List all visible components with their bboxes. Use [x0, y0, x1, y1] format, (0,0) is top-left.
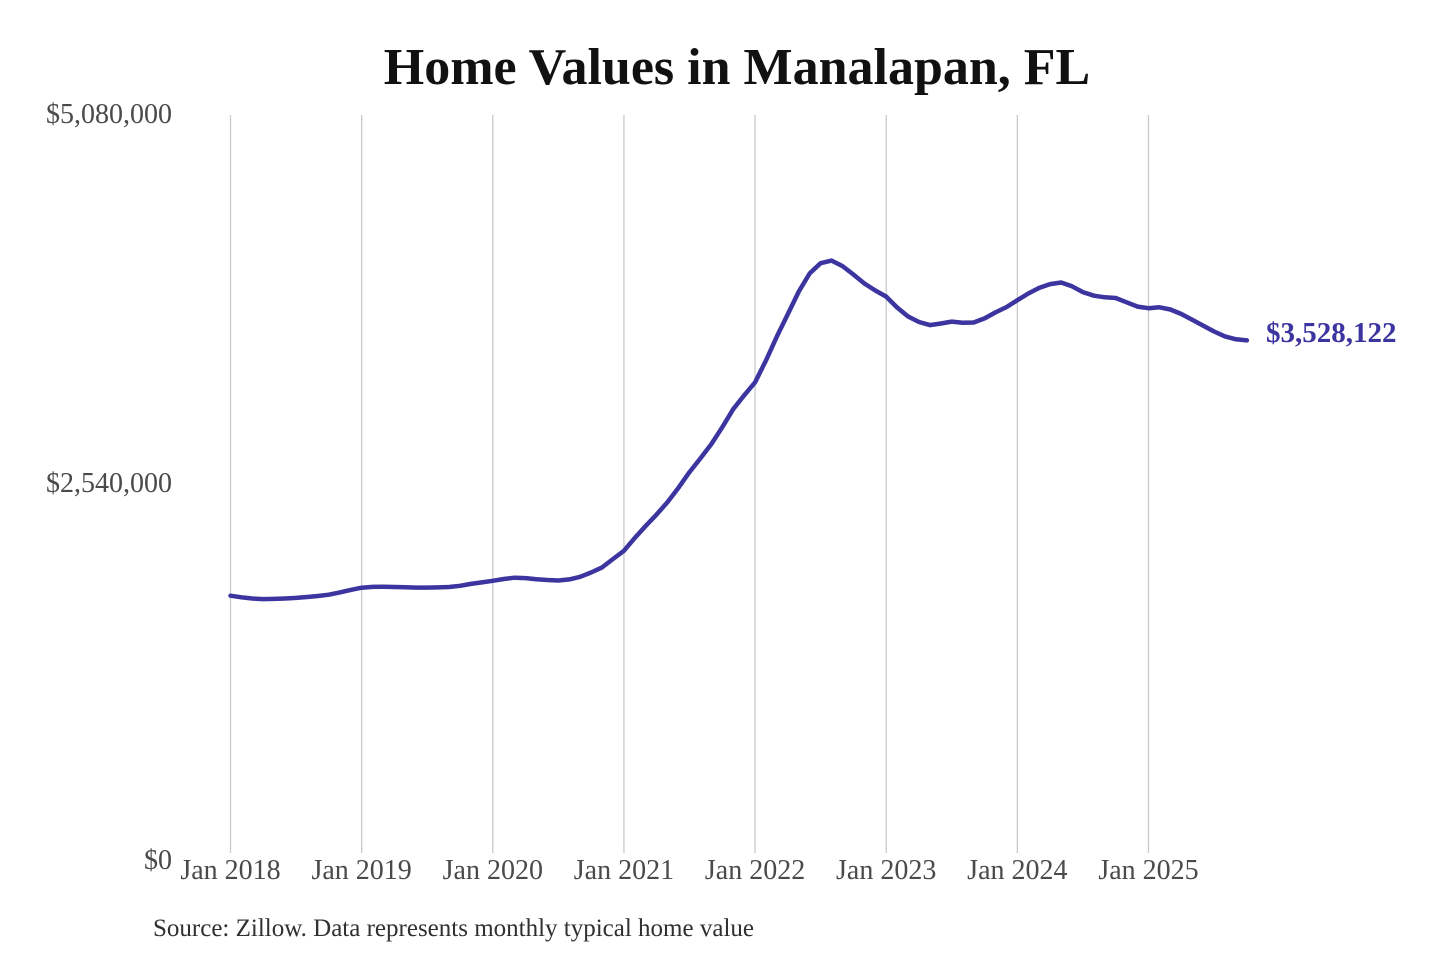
x-axis-label-jan-2025: Jan 2025	[1098, 855, 1199, 886]
x-axis-label-jan-2022: Jan 2022	[704, 855, 806, 886]
x-axis-label-jan-2019: Jan 2019	[311, 855, 412, 886]
source-note: Source: Zillow. Data represents monthly …	[153, 915, 754, 942]
x-axis-label-jan-2021: Jan 2021	[573, 855, 675, 886]
y-axis-label-5080000: $5,080,000	[46, 99, 172, 130]
y-axis-label-0: $0	[144, 845, 172, 876]
home-value-line	[228, 258, 1250, 602]
y-axis-label-2540000: $2,540,000	[46, 468, 172, 499]
x-axis-label-jan-2018: Jan 2018	[180, 855, 281, 886]
x-axis-label-jan-2020: Jan 2020	[442, 855, 543, 886]
x-axis-label-jan-2024: Jan 2024	[967, 855, 1068, 886]
latest-value-label: $3,528,122	[1266, 317, 1397, 349]
chart-title: Home Values in Manalapan, FL	[383, 39, 1091, 96]
x-axis-label-jan-2023: Jan 2023	[836, 855, 937, 886]
